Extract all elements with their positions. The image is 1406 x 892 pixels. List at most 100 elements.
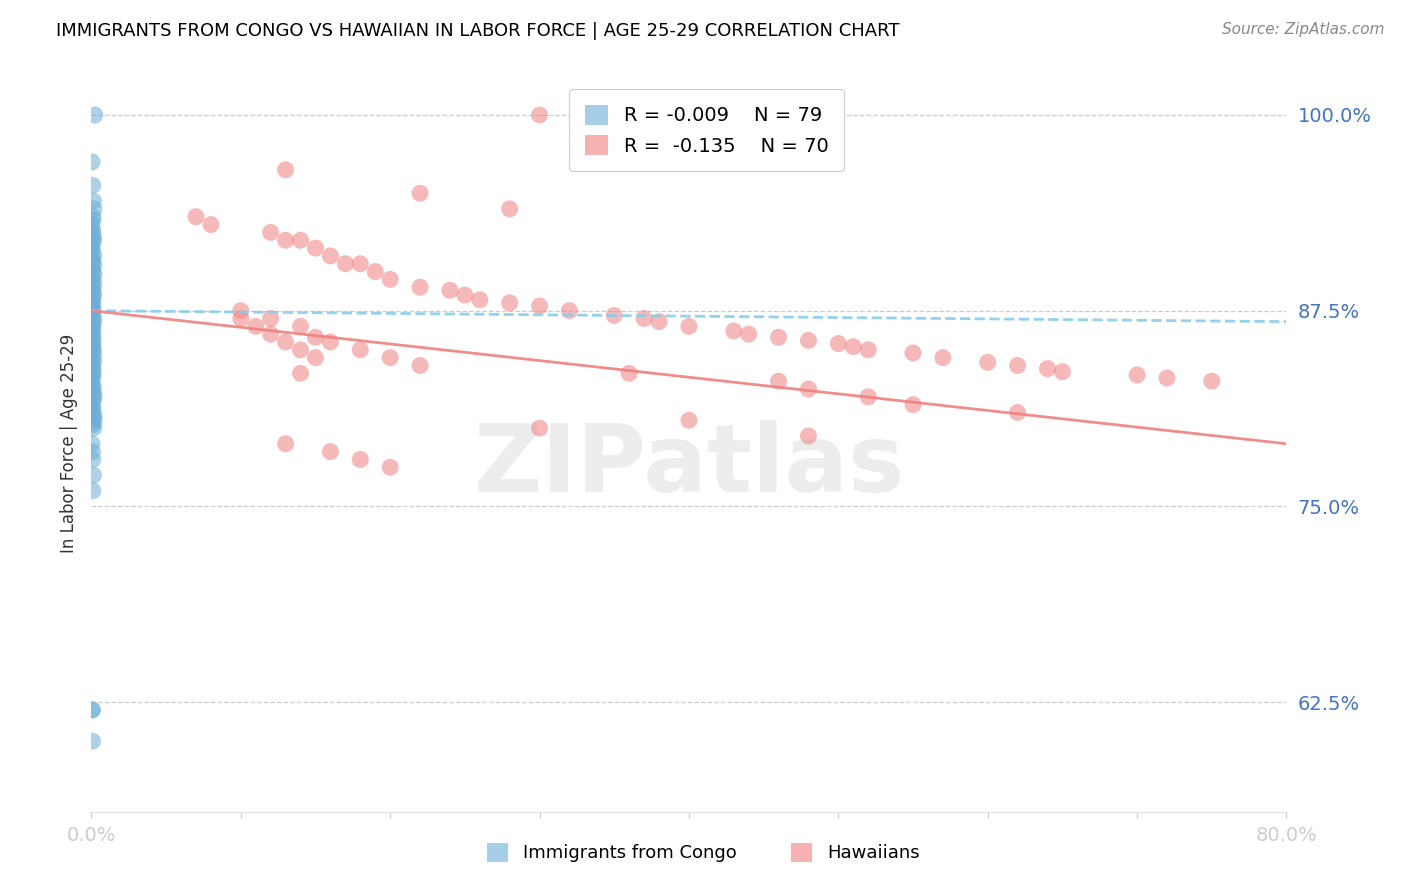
Point	[723, 324, 745, 338]
Point	[380, 272, 402, 286]
Point	[83, 415, 105, 429]
Point	[529, 299, 551, 313]
Point	[768, 374, 790, 388]
Point	[409, 359, 432, 373]
Point	[82, 230, 104, 244]
Point	[454, 288, 477, 302]
Point	[80, 396, 103, 410]
Point	[82, 352, 104, 367]
Point	[259, 327, 281, 342]
Point	[1156, 371, 1178, 385]
Point	[82, 252, 104, 266]
Text: ZIPatlas: ZIPatlas	[474, 420, 904, 512]
Point	[82, 343, 104, 357]
Point	[80, 703, 103, 717]
Point	[842, 340, 865, 354]
Point	[633, 311, 655, 326]
Point	[290, 367, 312, 381]
Point	[274, 233, 297, 247]
Point	[80, 377, 103, 392]
Point	[1007, 405, 1029, 419]
Point	[82, 286, 104, 301]
Point	[304, 351, 326, 365]
Point	[83, 409, 105, 423]
Point	[82, 299, 104, 313]
Point	[364, 264, 387, 278]
Point	[82, 371, 104, 385]
Point	[82, 405, 104, 419]
Point	[82, 321, 104, 335]
Y-axis label: In Labor Force | Age 25-29: In Labor Force | Age 25-29	[59, 334, 77, 553]
Point	[82, 274, 104, 288]
Point	[82, 296, 104, 310]
Point	[82, 380, 104, 394]
Point	[290, 319, 312, 334]
Point	[304, 330, 326, 344]
Point	[82, 361, 104, 376]
Point	[349, 343, 371, 357]
Point	[82, 327, 104, 342]
Point	[229, 303, 252, 318]
Point	[797, 429, 820, 443]
Point	[82, 368, 104, 382]
Point	[82, 222, 104, 236]
Point	[83, 411, 105, 425]
Point	[82, 324, 104, 338]
Point	[797, 382, 820, 396]
Point	[82, 194, 104, 208]
Point	[82, 330, 104, 344]
Point	[82, 444, 104, 458]
Point	[768, 330, 790, 344]
Point	[83, 202, 105, 216]
Point	[82, 236, 104, 251]
Point	[83, 311, 105, 326]
Point	[80, 261, 103, 276]
Point	[184, 210, 207, 224]
Point	[82, 355, 104, 369]
Point	[529, 108, 551, 122]
Point	[603, 309, 626, 323]
Point	[82, 346, 104, 360]
Point	[274, 436, 297, 450]
Point	[82, 386, 104, 401]
Point	[82, 293, 104, 307]
Text: Source: ZipAtlas.com: Source: ZipAtlas.com	[1222, 22, 1385, 37]
Point	[274, 162, 297, 177]
Point	[82, 309, 104, 323]
Point	[82, 402, 104, 417]
Point	[439, 283, 461, 297]
Point	[82, 178, 104, 193]
Point	[83, 258, 105, 272]
Point	[349, 452, 371, 467]
Point	[83, 108, 105, 122]
Point	[901, 398, 924, 412]
Point	[858, 343, 880, 357]
Point	[82, 334, 104, 348]
Point	[82, 365, 104, 379]
Point	[82, 703, 104, 717]
Point	[529, 421, 551, 435]
Point	[259, 226, 281, 240]
Point	[82, 283, 104, 297]
Point	[335, 257, 357, 271]
Point	[82, 483, 104, 498]
Point	[1036, 361, 1059, 376]
Point	[200, 218, 222, 232]
Point	[82, 417, 104, 432]
Point	[83, 390, 105, 404]
Point	[82, 270, 104, 285]
Point	[245, 319, 267, 334]
Point	[82, 399, 104, 413]
Point	[83, 268, 105, 282]
Point	[83, 277, 105, 291]
Point	[82, 392, 104, 407]
Point	[827, 336, 849, 351]
Point	[380, 460, 402, 475]
Point	[468, 293, 491, 307]
Point	[319, 249, 342, 263]
Point	[901, 346, 924, 360]
Point	[678, 319, 700, 334]
Point	[82, 318, 104, 332]
Point	[82, 336, 104, 351]
Point	[83, 249, 105, 263]
